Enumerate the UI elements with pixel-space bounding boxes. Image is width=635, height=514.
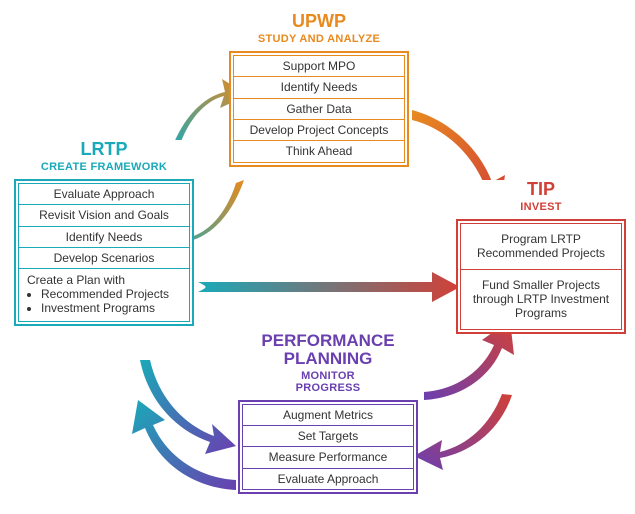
performance-subtitle: MONITORPROGRESS <box>238 370 418 394</box>
list-item: Identify Needs <box>18 226 190 248</box>
performance-items: Augment MetricsSet TargetsMeasure Perfor… <box>238 400 418 495</box>
list-item: Augment Metrics <box>242 404 414 426</box>
tip-subtitle: INVEST <box>456 201 626 213</box>
lrtp-title: LRTP <box>14 140 194 159</box>
list-item: Evaluate Approach <box>242 468 414 490</box>
lrtp-subtitle: CREATE FRAMEWORK <box>14 161 194 173</box>
list-item: Identify Needs <box>233 76 405 98</box>
arrow-perf-to-lrtp <box>132 400 236 490</box>
list-item: Measure Performance <box>242 446 414 468</box>
list-item: Fund Smaller Projects through LRTP Inves… <box>460 269 622 330</box>
upwp-subtitle: STUDY AND ANALYZE <box>229 33 409 45</box>
lrtp-items: Evaluate ApproachRevisit Vision and Goal… <box>14 179 194 327</box>
list-footer: Create a Plan withRecommended ProjectsIn… <box>18 268 190 322</box>
performance-title: PERFORMANCEPLANNING <box>238 332 418 368</box>
list-item: Program LRTP Recommended Projects <box>460 223 622 270</box>
list-item: Develop Project Concepts <box>233 119 405 141</box>
list-item: Support MPO <box>233 55 405 77</box>
lrtp-box: LRTP CREATE FRAMEWORK Evaluate ApproachR… <box>14 140 194 326</box>
tip-title: TIP <box>456 180 626 199</box>
list-item: Revisit Vision and Goals <box>18 204 190 226</box>
arrow-lrtp-to-tip <box>198 272 460 302</box>
list-item: Develop Scenarios <box>18 247 190 269</box>
arrow-tip-to-perf <box>414 394 512 470</box>
tip-box: TIP INVEST Program LRTP Recommended Proj… <box>456 180 626 334</box>
list-item: Gather Data <box>233 98 405 120</box>
performance-box: PERFORMANCEPLANNING MONITORPROGRESS Augm… <box>238 332 418 494</box>
list-item: Set Targets <box>242 425 414 447</box>
upwp-box: UPWP STUDY AND ANALYZE Support MPOIdenti… <box>229 12 409 167</box>
tip-items: Program LRTP Recommended ProjectsFund Sm… <box>456 219 626 334</box>
arrow-lrtp-to-perf <box>140 360 236 454</box>
upwp-title: UPWP <box>229 12 409 31</box>
list-item: Evaluate Approach <box>18 183 190 205</box>
upwp-items: Support MPOIdentify NeedsGather DataDeve… <box>229 51 409 167</box>
list-item: Think Ahead <box>233 140 405 162</box>
